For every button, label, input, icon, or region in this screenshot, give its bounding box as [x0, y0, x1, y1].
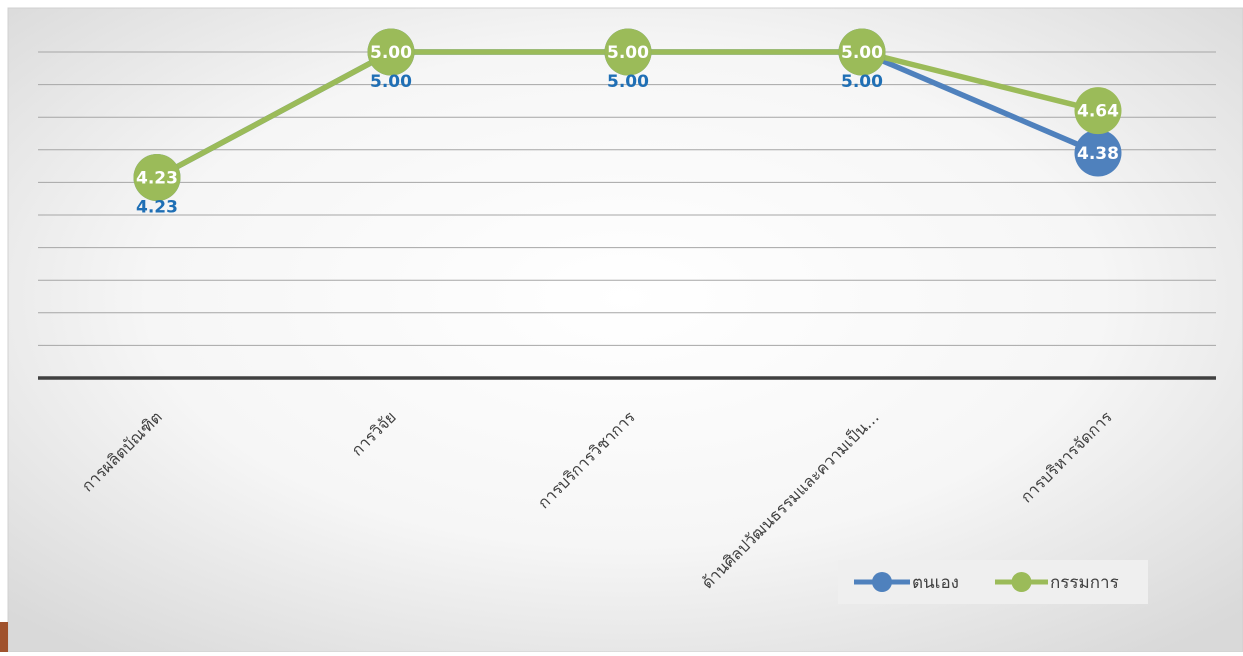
corner-accent	[0, 622, 8, 652]
series-1-data-label: 5.00	[841, 72, 883, 92]
series-2-data-label: 5.00	[841, 43, 883, 63]
series-1-data-label: 5.00	[370, 72, 412, 92]
legend-marker-2	[1012, 572, 1032, 592]
series-1-data-label: 5.00	[607, 72, 649, 92]
legend-marker-1	[872, 572, 892, 592]
legend-label-1: ตนเอง	[912, 573, 959, 593]
series-1-data-label: 4.23	[136, 198, 178, 218]
series-2-data-label: 5.00	[370, 43, 412, 63]
plot-background	[8, 8, 1243, 652]
series-2-data-label: 4.23	[136, 169, 178, 189]
legend-label-2: กรรมการ	[1050, 573, 1119, 593]
series-2-data-label: 4.64	[1077, 102, 1119, 122]
legend: ตนเอง กรรมการ	[838, 560, 1148, 604]
series-1-data-label: 4.38	[1077, 144, 1119, 164]
series-2-data-label: 5.00	[607, 43, 649, 63]
